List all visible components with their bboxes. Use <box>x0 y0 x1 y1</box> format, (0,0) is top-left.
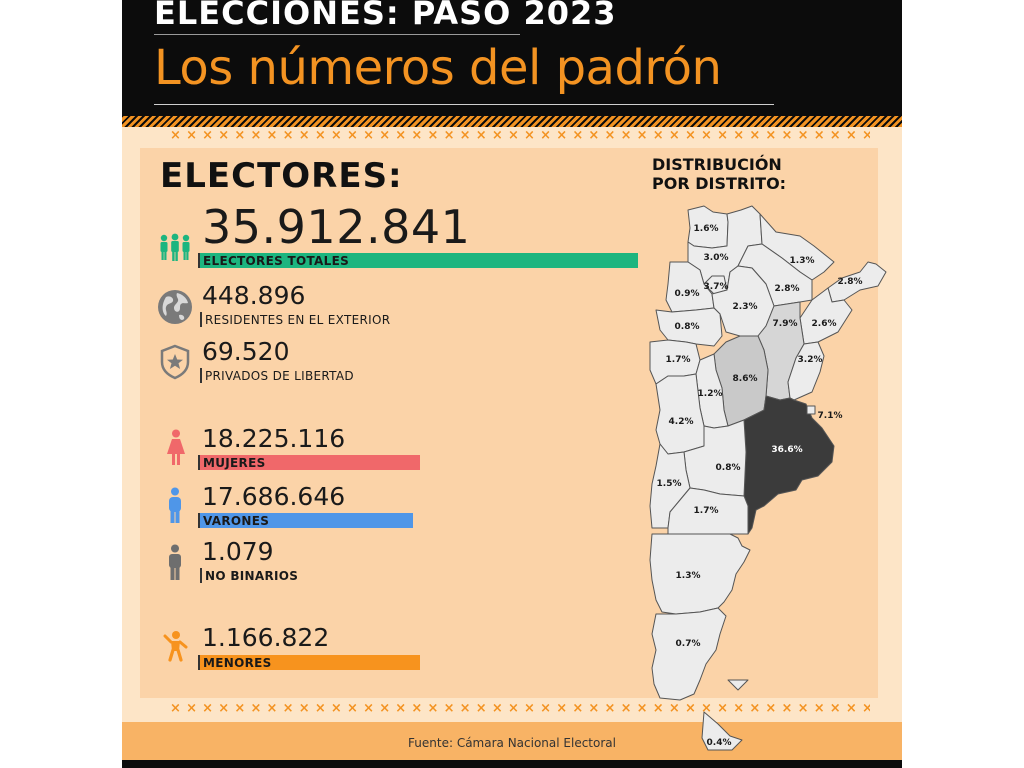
globe-icon <box>157 289 193 329</box>
man-icon <box>167 487 183 529</box>
label-formosa: 1.3% <box>790 256 815 266</box>
label-santa-fe: 7.9% <box>773 319 798 329</box>
district-tucuman <box>703 275 728 295</box>
label-la-rioja: 0.8% <box>675 322 700 332</box>
bar-tick <box>200 312 202 327</box>
people-group-icon <box>158 232 192 268</box>
label-tierra-del-fuego: 0.4% <box>707 738 732 748</box>
no-binarios-label: NO BINARIOS <box>205 569 299 583</box>
map-title-line2: POR DISTRITO: <box>652 174 787 193</box>
district-mendoza <box>655 373 705 455</box>
electores-totales-value: 35.912.841 <box>202 200 471 254</box>
district-chubut <box>649 533 751 615</box>
privados-libertad-label: PRIVADOS DE LIBERTAD <box>205 369 354 383</box>
bottom-bar <box>122 760 902 768</box>
label-san-juan: 1.7% <box>666 355 691 365</box>
person-icon <box>167 544 183 586</box>
map-title: DISTRIBUCIÓN POR DISTRITO: <box>652 155 786 193</box>
bar-tick <box>198 513 200 528</box>
label-mendoza: 4.2% <box>669 417 694 427</box>
header-kicker: ELECCIONES: PASO 2023 <box>154 0 617 32</box>
label-santa-cruz: 0.7% <box>676 639 701 649</box>
islands-marker-icon <box>727 679 749 691</box>
electores-totales-label: ELECTORES TOTALES <box>203 254 350 268</box>
label-misiones: 2.8% <box>838 277 863 287</box>
map-title-line1: DISTRIBUCIÓN <box>652 155 782 174</box>
label-cordoba: 8.6% <box>733 374 758 384</box>
district-entre-rios <box>787 341 825 401</box>
child-icon <box>162 630 188 666</box>
woman-icon <box>166 429 186 471</box>
varones-value: 17.686.646 <box>202 482 346 511</box>
district-tierra-del-fuego <box>701 711 743 751</box>
bar-tick <box>200 568 202 583</box>
bar-tick <box>198 253 200 268</box>
header: ELECCIONES: PASO 2023 Los números del pa… <box>122 0 902 116</box>
label-catamarca: 0.9% <box>675 289 700 299</box>
label-tucuman: 3.7% <box>704 282 729 292</box>
mujeres-bar <box>200 455 420 470</box>
label-jujuy: 1.6% <box>694 224 719 234</box>
electores-totales-bar <box>200 253 638 268</box>
shield-star-icon <box>160 344 190 384</box>
bar-tick <box>198 655 200 670</box>
district-santa-cruz <box>651 607 727 701</box>
residentes-exterior-value: 448.896 <box>202 281 306 310</box>
argentina-district-map: 1.6% 3.0% 1.3% 2.8% 0.9% 3.7% 2.8% 2.3% … <box>649 205 887 751</box>
label-la-pampa: 0.8% <box>716 463 741 473</box>
no-binarios-value: 1.079 <box>202 537 274 566</box>
footer <box>122 722 902 760</box>
header-divider <box>154 104 774 105</box>
label-entre-rios: 3.2% <box>798 355 823 365</box>
menores-value: 1.166.822 <box>202 623 330 652</box>
district-la-rioja <box>655 307 723 347</box>
menores-bar <box>200 655 420 670</box>
label-chubut: 1.3% <box>676 571 701 581</box>
bar-tick <box>198 455 200 470</box>
label-caba: 7.1% <box>818 411 843 421</box>
hatch-stripe <box>122 116 902 127</box>
decorative-x-row: ××××××××××××××××××××××××××××××××××××××××… <box>170 128 870 143</box>
label-san-luis: 1.2% <box>698 389 723 399</box>
header-divider <box>154 34 520 35</box>
decorative-x-row: ××××××××××××××××××××××××××××××××××××××××… <box>170 701 870 716</box>
label-chaco: 2.8% <box>775 284 800 294</box>
district-caba <box>806 405 816 415</box>
varones-label: VARONES <box>203 514 270 528</box>
label-corrientes: 2.6% <box>812 319 837 329</box>
source-note: Fuente: Cámara Nacional Electoral <box>408 736 616 750</box>
mujeres-value: 18.225.116 <box>202 424 346 453</box>
varones-bar <box>200 513 413 528</box>
label-rio-negro: 1.7% <box>694 506 719 516</box>
electores-title: ELECTORES: <box>160 156 403 196</box>
label-neuquen: 1.5% <box>657 479 682 489</box>
residentes-exterior-label: RESIDENTES EN EL EXTERIOR <box>205 313 391 327</box>
menores-label: MENORES <box>203 656 272 670</box>
label-santiago-del-estero: 2.3% <box>733 302 758 312</box>
bar-tick <box>200 368 202 383</box>
mujeres-label: MUJERES <box>203 456 266 470</box>
privados-libertad-value: 69.520 <box>202 337 290 366</box>
label-buenos-aires: 36.6% <box>771 445 802 455</box>
label-salta: 3.0% <box>704 253 729 263</box>
page-title: Los números del padrón <box>154 40 722 96</box>
